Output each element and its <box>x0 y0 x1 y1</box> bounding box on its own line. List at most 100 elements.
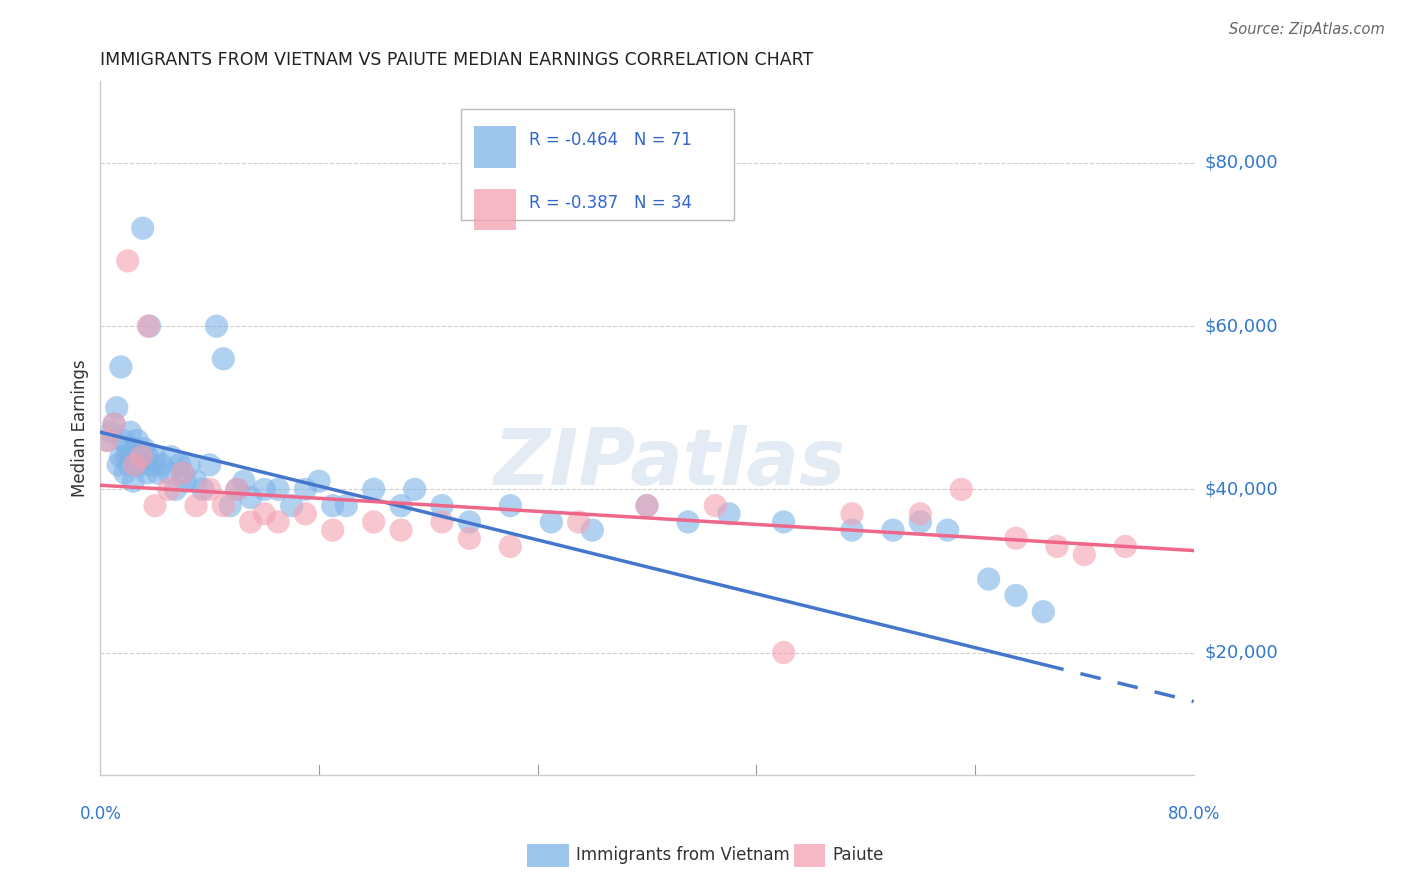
Point <box>105 401 128 415</box>
Point <box>1005 531 1028 545</box>
Point <box>1032 605 1054 619</box>
Point <box>157 483 180 497</box>
Text: 0.0%: 0.0% <box>79 805 121 823</box>
Point <box>977 572 1000 586</box>
Point <box>772 646 794 660</box>
Point <box>267 515 290 529</box>
Point <box>772 515 794 529</box>
Point <box>1046 540 1069 554</box>
Point <box>128 450 150 464</box>
Point <box>267 483 290 497</box>
Point <box>184 499 207 513</box>
Point <box>136 450 159 464</box>
Point <box>112 434 135 448</box>
Point <box>430 515 453 529</box>
Point <box>910 515 932 529</box>
FancyBboxPatch shape <box>461 109 734 220</box>
Point <box>132 221 155 235</box>
Point <box>950 483 973 497</box>
Point <box>239 491 262 505</box>
Point <box>636 499 658 513</box>
Point <box>636 499 658 513</box>
Point <box>363 515 385 529</box>
Point <box>704 499 727 513</box>
Point <box>136 319 159 334</box>
Point <box>226 483 249 497</box>
Point <box>110 450 132 464</box>
Text: ZIPatlas: ZIPatlas <box>492 425 845 500</box>
Point <box>1073 548 1095 562</box>
Point <box>363 483 385 497</box>
Point <box>172 466 194 480</box>
Point <box>160 450 183 464</box>
Point <box>335 499 357 513</box>
Point <box>389 499 412 513</box>
Point <box>499 499 522 513</box>
Point <box>122 474 145 488</box>
Point <box>294 483 316 497</box>
Point <box>117 253 139 268</box>
Point <box>100 425 122 440</box>
Point <box>294 507 316 521</box>
Point <box>389 523 412 537</box>
Point <box>936 523 959 537</box>
Point <box>212 351 235 366</box>
Point <box>430 499 453 513</box>
Point <box>131 458 153 472</box>
Text: 80.0%: 80.0% <box>1167 805 1220 823</box>
Point <box>910 507 932 521</box>
Point <box>172 466 194 480</box>
Point <box>239 515 262 529</box>
Point <box>103 417 125 431</box>
Point <box>141 458 163 472</box>
Point <box>143 499 166 513</box>
Point <box>165 483 187 497</box>
Point <box>135 466 157 480</box>
Text: $40,000: $40,000 <box>1205 480 1278 499</box>
Text: $20,000: $20,000 <box>1205 643 1278 662</box>
Point <box>568 515 591 529</box>
Point <box>458 531 481 545</box>
Text: $60,000: $60,000 <box>1205 318 1278 335</box>
Text: $80,000: $80,000 <box>1205 154 1278 172</box>
Point <box>205 319 228 334</box>
Point <box>118 458 141 472</box>
Point <box>404 483 426 497</box>
Point <box>308 474 330 488</box>
Point <box>676 515 699 529</box>
Point <box>96 434 118 448</box>
Point <box>253 483 276 497</box>
FancyBboxPatch shape <box>474 189 516 230</box>
Point <box>179 458 201 472</box>
Point <box>499 540 522 554</box>
Point <box>110 359 132 374</box>
Point <box>114 466 136 480</box>
Point <box>138 319 160 334</box>
Point <box>124 442 146 456</box>
Point <box>198 458 221 472</box>
Point <box>322 499 344 513</box>
Point <box>125 458 148 472</box>
Point <box>458 515 481 529</box>
Point <box>212 499 235 513</box>
Y-axis label: Median Earnings: Median Earnings <box>72 359 89 497</box>
Point <box>191 483 214 497</box>
Point <box>157 466 180 480</box>
Point <box>581 523 603 537</box>
Point <box>253 507 276 521</box>
Point <box>127 434 149 448</box>
Point <box>117 442 139 456</box>
Point <box>174 474 197 488</box>
Point <box>1005 589 1028 603</box>
Point <box>540 515 562 529</box>
Point <box>131 450 153 464</box>
Point <box>717 507 740 521</box>
Point <box>169 458 191 472</box>
Point <box>115 450 138 464</box>
Point <box>121 450 143 464</box>
Point <box>107 458 129 472</box>
Text: Source: ZipAtlas.com: Source: ZipAtlas.com <box>1229 22 1385 37</box>
Point <box>150 458 173 472</box>
Point <box>841 523 863 537</box>
Point <box>232 474 254 488</box>
